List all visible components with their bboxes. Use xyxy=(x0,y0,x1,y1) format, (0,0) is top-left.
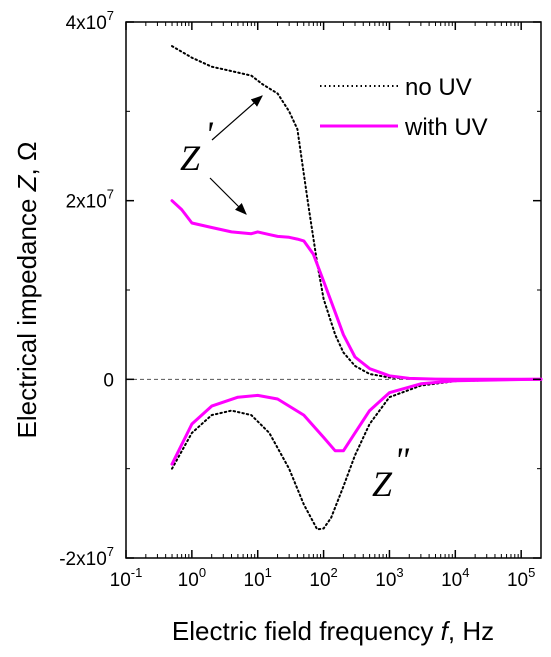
z-imag-prime: " xyxy=(394,440,410,480)
plot-frame xyxy=(125,21,542,559)
z-imag-annotation: Z xyxy=(372,464,393,504)
y-tick-label: 2x107 xyxy=(66,187,114,213)
arrow-to-with-uv-curve xyxy=(209,177,247,215)
x-tick-label: 104 xyxy=(441,565,469,591)
x-tick-label: 100 xyxy=(178,565,206,591)
with-uv-imag-series-line xyxy=(170,377,543,466)
no-uv-imag-series-line xyxy=(171,378,542,531)
series-group xyxy=(170,45,543,531)
axis-titles: Electric field frequency f, Hz Electrical… xyxy=(12,142,494,646)
y-axis-title: Electrical impedance Z, Ω xyxy=(12,142,42,439)
legend: no UV with UV xyxy=(320,74,488,141)
ticks-group: 10-1 100 101 102 103 104 105 4x107 2x107 0 -2x107 xyxy=(59,8,542,591)
y-tick-label: 4x107 xyxy=(66,8,114,34)
z-real-prime: ' xyxy=(205,114,214,154)
y-tick-label: 0 xyxy=(103,370,114,391)
annotations: Z'Z" xyxy=(180,95,410,504)
x-tick-label: 103 xyxy=(375,565,403,591)
plot-border xyxy=(125,21,542,559)
x-tick-label: 105 xyxy=(507,565,535,591)
x-tick-label: 102 xyxy=(309,565,337,591)
x-tick-label: 101 xyxy=(244,565,272,591)
legend-label: no UV xyxy=(405,74,472,101)
with-uv-real-series-line xyxy=(170,199,543,381)
legend-label: with UV xyxy=(404,114,488,141)
no-uv-real-series-line xyxy=(171,45,542,381)
x-tick-label: 10-1 xyxy=(110,565,143,591)
x-axis-title: Electric field frequency f, Hz xyxy=(172,616,494,646)
y-tick-label: -2x107 xyxy=(59,544,114,570)
arrow-to-no-uv-curve xyxy=(211,95,263,141)
z-real-annotation: Z xyxy=(180,138,201,178)
